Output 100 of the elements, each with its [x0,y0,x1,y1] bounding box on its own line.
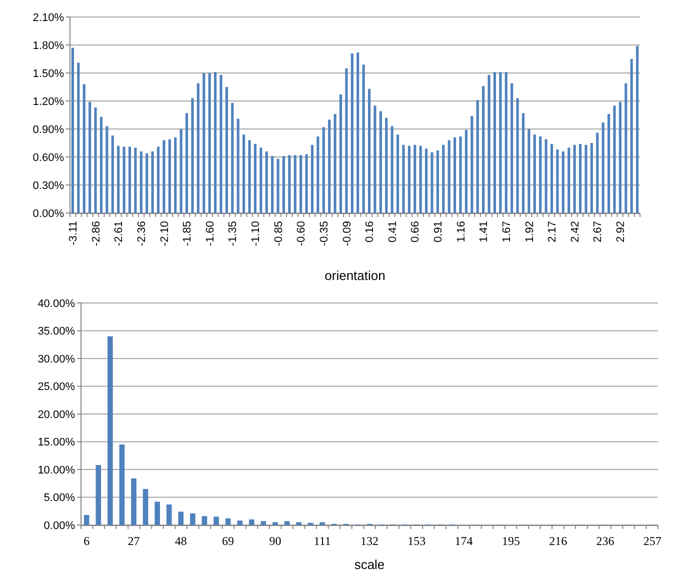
bar [573,144,576,213]
x-tick-label: 132 [360,534,378,548]
bar [191,98,194,213]
bar [225,87,228,213]
bar [272,522,278,525]
bar [562,151,564,213]
x-tick-label: 6 [84,534,90,548]
x-tick-label: 27 [128,534,140,548]
x-tick-label: 48 [174,534,187,548]
bar [350,53,354,213]
bar [214,72,217,213]
bar [237,520,242,525]
bar [276,158,280,213]
bar [362,64,365,213]
bar [180,129,182,213]
x-tick-label: -2.86 [90,221,102,246]
bar [448,140,450,213]
bar [305,154,308,213]
y-tick-label: 30.00% [38,353,76,366]
bar [425,148,428,213]
bar [533,134,536,213]
x-axis-title: orientation [324,268,386,283]
bar [128,146,132,213]
bar [265,151,268,213]
x-tick-label: -1.10 [250,221,262,246]
x-tick-label: -0.85 [272,221,285,246]
bar [151,151,154,213]
x-tick-label: 0.66 [410,221,422,242]
x-tick-label: -1.60 [204,221,216,246]
bar [328,120,331,213]
bar [254,144,256,213]
bar [88,102,92,213]
bar [108,336,113,525]
bar [154,502,160,525]
bar [442,144,445,213]
bar [271,156,274,213]
y-tick-label: 25.00% [38,381,76,394]
x-tick-label: 2.67 [592,221,604,242]
y-tick-label: 1.80% [32,40,64,52]
bar [607,114,610,213]
bar [470,116,474,213]
bar [390,126,394,213]
bar [202,516,208,525]
x-tick-label: -2.61 [113,221,126,246]
bar [156,146,160,213]
bar [84,515,90,525]
bar [482,86,485,213]
bar [248,140,251,213]
bar [174,137,177,213]
bar [208,73,211,213]
bar [119,444,125,525]
x-axis-title: scale [354,557,385,570]
bar [142,488,148,525]
x-tick-label: -1.35 [227,221,240,246]
bar [322,127,325,213]
bar [618,102,622,213]
y-tick-label: 0.60% [32,152,64,164]
bar [488,74,490,213]
bar [190,513,196,525]
x-tick-label: 2.17 [546,221,559,242]
x-tick-label: 1.41 [478,221,490,242]
x-tick-label: 111 [314,534,331,548]
bar [231,102,234,213]
bar [436,150,439,213]
x-tick-label: -1.85 [182,221,194,246]
bar [630,59,633,213]
bar [196,83,200,213]
bar [539,136,542,213]
y-tick-label: 1.50% [32,68,64,80]
y-tick-label: 0.00% [32,208,64,220]
x-tick-label: 195 [502,534,520,548]
x-tick-label: 236 [596,534,614,548]
bar [419,146,422,213]
bar [385,118,388,213]
bar [464,130,468,213]
y-tick-label: 15.00% [38,436,76,449]
bar [71,48,74,213]
bar [596,132,599,213]
bar [260,521,266,525]
bar [310,144,314,213]
y-tick-label: 0.30% [32,180,64,192]
bar [408,146,410,213]
bar [374,106,376,213]
bar [528,129,530,213]
bar [556,150,559,213]
bar [636,46,639,213]
bar [334,114,336,213]
x-tick-label: 0.16 [364,221,376,242]
bar [522,113,525,213]
bar [454,137,456,213]
x-tick-label: -2.10 [158,221,171,246]
bar [459,136,462,213]
y-tick-label: 10.00% [38,464,76,476]
x-tick-label: 69 [222,534,234,548]
bar [296,522,302,525]
x-tick-label: -0.60 [296,221,308,246]
bar [356,52,360,213]
bar [122,146,126,213]
bar [242,134,246,213]
x-tick-label: -0.35 [318,221,330,246]
